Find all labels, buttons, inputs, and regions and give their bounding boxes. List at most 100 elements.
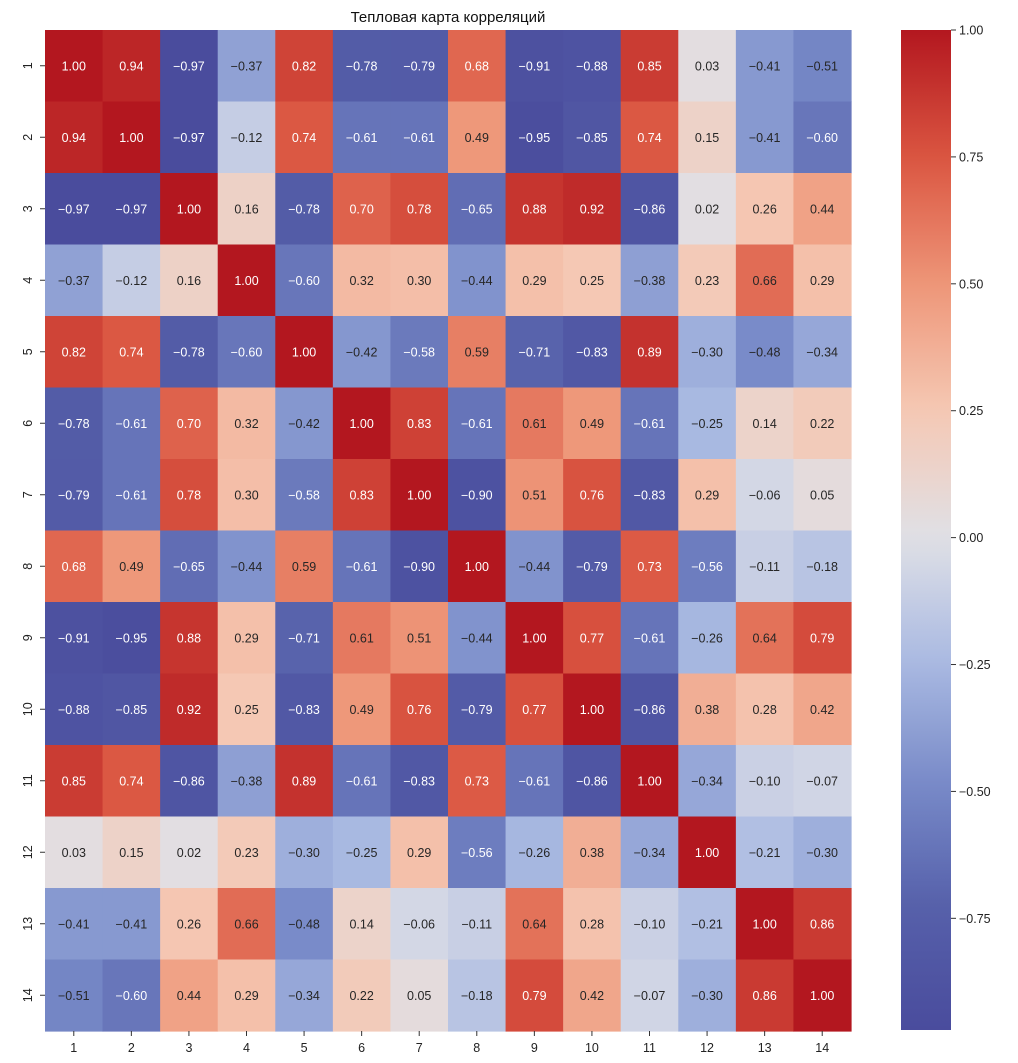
heatmap-cell bbox=[217, 673, 276, 746]
cell-value-label: 0.23 bbox=[234, 846, 258, 860]
heatmap-cell bbox=[217, 316, 276, 389]
cell-value-label: 0.74 bbox=[292, 131, 316, 145]
cell-value-label: −0.30 bbox=[806, 846, 838, 860]
cell-value-label: −0.56 bbox=[461, 846, 493, 860]
cell-value-label: 0.05 bbox=[407, 989, 431, 1003]
cell-value-label: −0.06 bbox=[749, 488, 781, 502]
cell-value-label: 0.02 bbox=[177, 846, 201, 860]
heatmap-cell bbox=[735, 316, 795, 389]
heatmap-cell bbox=[275, 602, 334, 675]
heatmap-cell bbox=[448, 459, 507, 532]
cell-value-label: −0.26 bbox=[691, 631, 723, 645]
heatmap-cell bbox=[620, 316, 679, 389]
heatmap-cell bbox=[275, 673, 334, 746]
heatmap-cell bbox=[563, 173, 622, 246]
cell-value-label: 0.29 bbox=[522, 274, 546, 288]
cell-value-label: 0.74 bbox=[119, 774, 143, 788]
cell-value-label: −0.97 bbox=[173, 59, 205, 73]
x-tick-label: 11 bbox=[643, 1041, 656, 1055]
cell-value-label: 0.82 bbox=[62, 345, 86, 359]
cell-value-label: −0.60 bbox=[116, 989, 148, 1003]
cell-value-label: 0.29 bbox=[234, 989, 258, 1003]
cell-value-label: −0.58 bbox=[403, 345, 435, 359]
cell-value-label: 0.26 bbox=[752, 202, 776, 216]
heatmap-cell bbox=[735, 602, 795, 675]
heatmap-cell bbox=[332, 745, 392, 818]
cell-value-label: 1.00 bbox=[695, 846, 719, 860]
cell-value-label: 0.61 bbox=[522, 417, 546, 431]
heatmap-cell bbox=[160, 745, 219, 818]
heatmap-cell bbox=[448, 387, 507, 460]
x-tick-label: 14 bbox=[815, 1041, 829, 1055]
cell-value-label: −0.79 bbox=[461, 703, 493, 717]
heatmap-cell bbox=[390, 101, 449, 174]
cell-value-label: 0.61 bbox=[349, 631, 373, 645]
heatmap-cell bbox=[505, 530, 564, 603]
heatmap-cell bbox=[505, 459, 564, 532]
cell-value-label: −0.61 bbox=[461, 417, 493, 431]
heatmap-cell bbox=[678, 101, 737, 174]
heatmap-cell bbox=[793, 316, 852, 389]
heatmap-cell bbox=[275, 459, 334, 532]
cell-value-label: 0.78 bbox=[407, 202, 431, 216]
heatmap-cell bbox=[735, 745, 795, 818]
cell-value-label: 1.00 bbox=[119, 131, 143, 145]
heatmap-cell bbox=[793, 602, 852, 675]
cell-value-label: −0.51 bbox=[806, 59, 838, 73]
heatmap-cell bbox=[390, 459, 449, 532]
cell-value-label: 0.74 bbox=[119, 345, 143, 359]
cell-value-label: 0.68 bbox=[465, 59, 489, 73]
heatmap-cell bbox=[332, 888, 392, 961]
heatmap-cell bbox=[505, 816, 564, 889]
heatmap-cell bbox=[332, 101, 392, 174]
heatmap-cell bbox=[102, 745, 161, 818]
heatmap-cell bbox=[448, 530, 507, 603]
cell-value-label: 0.38 bbox=[580, 846, 604, 860]
heatmap-cell bbox=[332, 673, 392, 746]
cell-value-label: 1.00 bbox=[349, 417, 373, 431]
cell-value-label: −0.79 bbox=[403, 59, 435, 73]
y-tick-label: 12 bbox=[21, 845, 35, 859]
colorbar-tick-label: −0.25 bbox=[959, 658, 991, 672]
heatmap-cell bbox=[102, 673, 161, 746]
cell-value-label: −0.97 bbox=[173, 131, 205, 145]
heatmap-cell bbox=[102, 101, 161, 174]
y-tick-label: 13 bbox=[21, 917, 35, 931]
cell-value-label: 1.00 bbox=[177, 202, 201, 216]
heatmap-cell bbox=[793, 173, 852, 246]
heatmap-cell bbox=[620, 673, 679, 746]
cell-value-label: −0.38 bbox=[634, 274, 666, 288]
cell-value-label: −0.44 bbox=[461, 631, 493, 645]
heatmap-cell bbox=[160, 530, 219, 603]
cell-value-label: 0.32 bbox=[349, 274, 373, 288]
cell-value-label: 0.88 bbox=[522, 202, 546, 216]
heatmap-cell bbox=[217, 816, 276, 889]
cell-value-label: −0.44 bbox=[519, 560, 551, 574]
cell-value-label: 0.29 bbox=[407, 846, 431, 860]
cell-value-label: −0.48 bbox=[749, 345, 781, 359]
cell-value-label: 0.79 bbox=[810, 631, 834, 645]
cell-value-label: 0.66 bbox=[752, 274, 776, 288]
heatmap-cell bbox=[505, 602, 564, 675]
heatmap-cell bbox=[390, 816, 449, 889]
cell-value-label: 0.05 bbox=[810, 488, 834, 502]
cell-value-label: 0.51 bbox=[522, 488, 546, 502]
cell-value-label: 0.92 bbox=[177, 703, 201, 717]
heatmap-cell bbox=[217, 459, 276, 532]
heatmap-cell bbox=[563, 888, 622, 961]
heatmap-cell bbox=[217, 244, 276, 317]
heatmap-cell bbox=[735, 459, 795, 532]
heatmap-cell bbox=[160, 173, 219, 246]
heatmap-cell bbox=[390, 745, 449, 818]
heatmap-cell bbox=[620, 745, 679, 818]
heatmap-cell bbox=[620, 244, 679, 317]
cell-value-label: −0.44 bbox=[231, 560, 263, 574]
cell-value-label: −0.65 bbox=[173, 560, 205, 574]
heatmap-cell bbox=[563, 30, 622, 103]
heatmap-cell bbox=[620, 888, 679, 961]
heatmap-cell bbox=[563, 101, 622, 174]
heatmap-cell bbox=[735, 30, 795, 103]
heatmap-cell bbox=[217, 745, 276, 818]
